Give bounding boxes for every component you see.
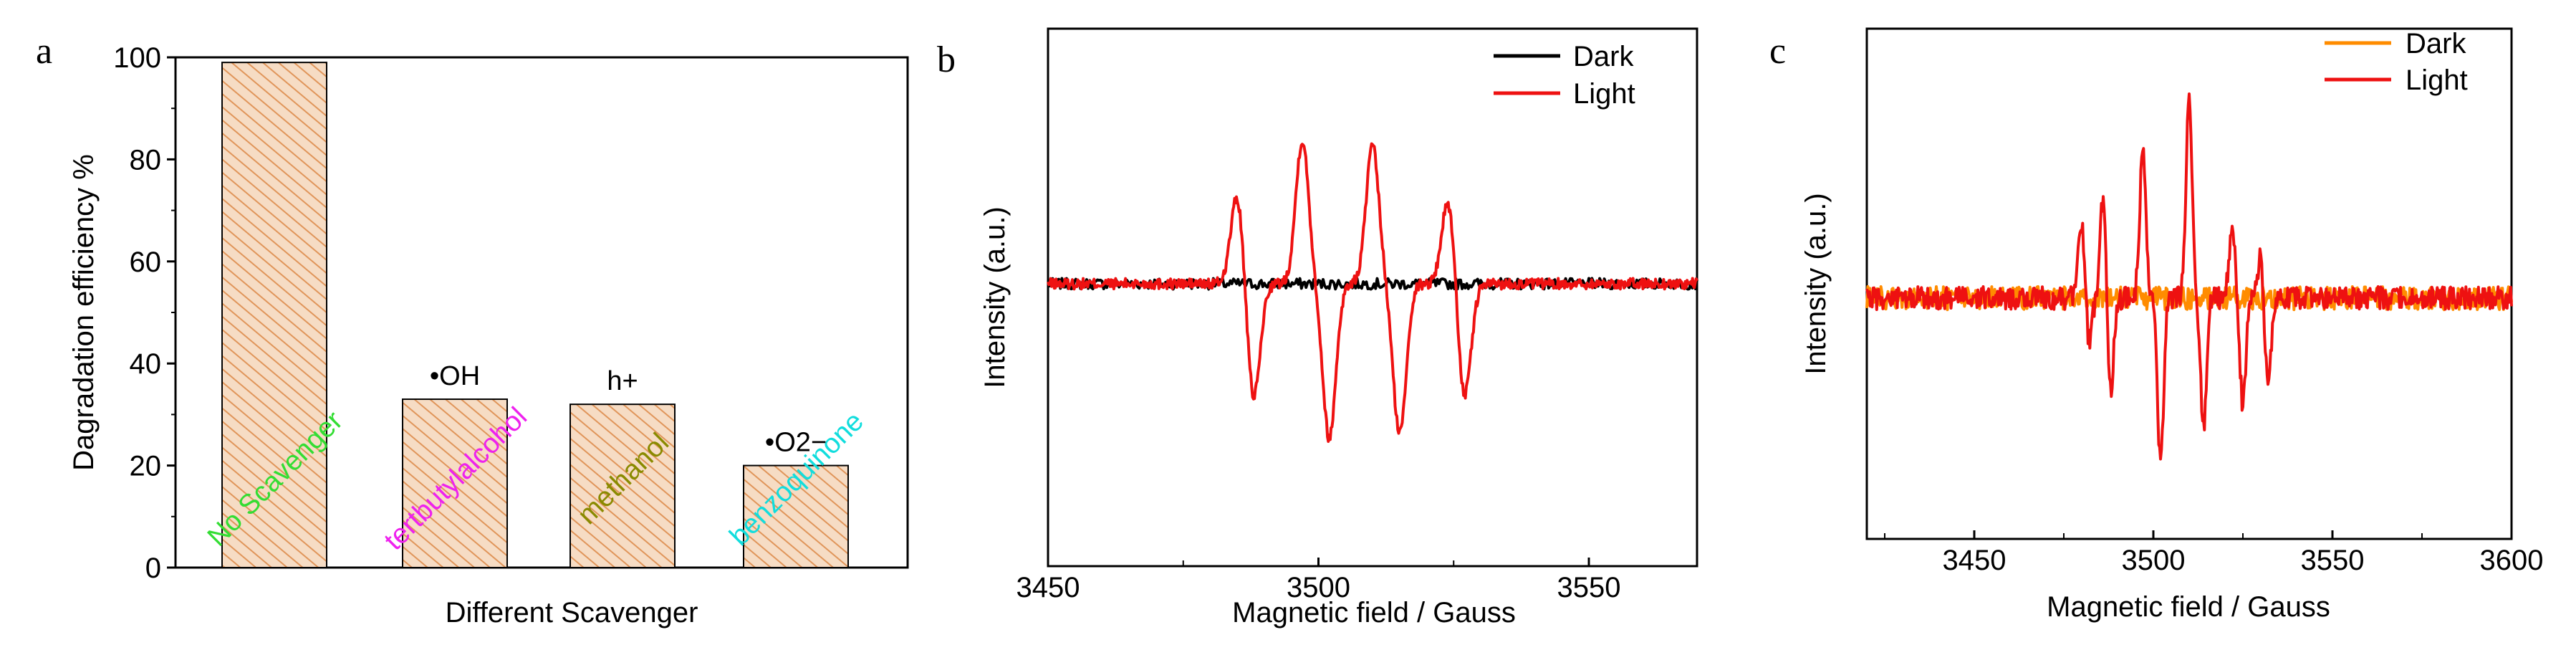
panel-c-legend-dark-label: Dark <box>2406 28 2466 59</box>
panel-b-x-ticks: 3450 3500 3550 <box>1017 558 1621 603</box>
species-label-3: •O2− <box>765 428 827 458</box>
panel-c-light-series-line <box>1865 92 2513 461</box>
bar-0 <box>221 62 327 569</box>
panel-b-legend-light-label: Light <box>1573 78 1635 110</box>
x-tick-label-2: 3550 <box>2301 545 2365 576</box>
x-tick-label-2: 3550 <box>1557 572 1621 603</box>
species-label-1: •OH <box>430 361 480 391</box>
species-label-2: h+ <box>607 366 638 396</box>
x-tick-label-1: 3500 <box>2122 545 2186 576</box>
panel-c-dark-series-line <box>1865 285 2513 312</box>
y-tick-label-5: 100 <box>113 42 161 74</box>
panel-b: b 3450 3500 3550 Dark Light Intensity (a.u… <box>937 27 1698 629</box>
panel-a-bars: No Scavenger tertbutylalcohol•OHmethanolh… <box>202 62 870 569</box>
panel-c-frame <box>1865 27 2513 540</box>
panel-c-legend: Dark Light <box>2325 28 2468 96</box>
x-tick-label-0: 3450 <box>1017 572 1080 603</box>
x-tick-label-3: 3600 <box>2480 545 2544 576</box>
panel-b-legend-dark-label: Dark <box>1573 41 1634 72</box>
y-tick-label-3: 60 <box>130 247 162 278</box>
panel-b-x-axis-label: Magnetic field / Gauss <box>1232 597 1516 629</box>
y-tick-label-1: 20 <box>130 451 162 482</box>
x-tick-label-0: 3450 <box>1943 545 2007 576</box>
y-tick-label-4: 80 <box>130 144 162 176</box>
panel-b-y-axis-label: Intensity (a.u.) <box>979 206 1011 388</box>
bar-2 <box>569 403 676 568</box>
panel-c-x-axis-label: Magnetic field / Gauss <box>2047 591 2330 623</box>
panel-b-letter: b <box>937 39 956 80</box>
x-tick-label-1: 3500 <box>1287 572 1350 603</box>
panel-c: c 3450 3500 3550 3600 Dark Light Intensity … <box>1769 27 2544 623</box>
panel-a: a 0 20 40 60 80 100 No Scavenger tertbutylalco… <box>36 31 909 629</box>
panel-b-legend: Dark Light <box>1494 41 1635 110</box>
panel-b-light-series-line <box>1047 142 1698 443</box>
panel-a-x-axis-label: Different Scavenger <box>446 597 698 629</box>
panel-a-letter: a <box>36 31 52 72</box>
panel-c-letter: c <box>1769 31 1786 72</box>
panel-a-y-axis-label: Dagradation efficiency % <box>68 154 100 471</box>
panel-b-frame <box>1047 27 1698 568</box>
panel-a-y-ticks: 0 20 40 60 80 100 <box>113 42 176 584</box>
panel-c-y-axis-label: Intensity (a.u.) <box>1800 193 1832 374</box>
y-tick-label-0: 0 <box>145 553 161 584</box>
bar-3 <box>743 464 849 568</box>
panel-c-x-ticks: 3450 3500 3550 3600 <box>1884 530 2544 576</box>
y-tick-label-2: 40 <box>130 348 162 380</box>
panel-c-legend-light-label: Light <box>2406 64 2468 96</box>
bar-1 <box>402 398 508 568</box>
